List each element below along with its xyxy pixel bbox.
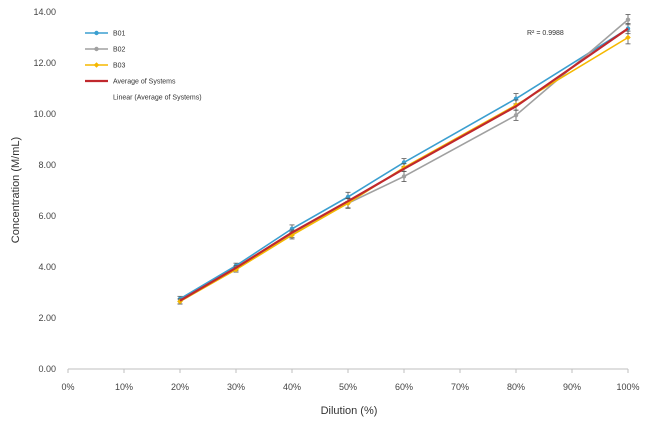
legend-label: B02 <box>113 47 126 54</box>
x-tick-label: 0% <box>61 382 74 392</box>
data-point <box>513 113 519 118</box>
x-tick-label: 70% <box>451 382 469 392</box>
legend-marker <box>94 30 99 36</box>
y-tick-label: 2.00 <box>38 313 56 323</box>
legend-label: Linear (Average of Systems) <box>113 95 202 102</box>
y-tick-label: 14.00 <box>33 7 56 17</box>
y-tick-label: 4.00 <box>38 262 56 272</box>
x-axis-title: Dilution (%) <box>321 405 378 417</box>
series-b01 <box>177 23 631 302</box>
y-tick-label: 10.00 <box>33 109 56 119</box>
legend-item: B02 <box>85 47 126 54</box>
series-line <box>179 27 629 302</box>
legend-label: B03 <box>113 63 126 70</box>
r-squared-annotation: R² = 0.9988 <box>527 30 564 37</box>
y-tick-label: 0.00 <box>38 364 56 374</box>
x-tick-label: 10% <box>115 382 133 392</box>
legend-label: Average of Systems <box>113 79 176 86</box>
x-tick-label: 40% <box>283 382 301 392</box>
legend: B01 B02 B03 Average of Systems Linear (Avera… <box>85 31 202 102</box>
x-tick-label: 90% <box>563 382 581 392</box>
series-average-of-systems <box>179 27 629 302</box>
x-tick-label: 100% <box>616 382 639 392</box>
legend-item: B01 <box>85 31 126 38</box>
data-point <box>401 174 407 179</box>
legend-marker <box>93 62 100 68</box>
axes: 0% 10% 20% 30% 40% 50% 60% 70% 80% 90% 100% 0.00 2.0… <box>33 7 639 392</box>
data-point <box>625 34 631 41</box>
y-tick-label: 12.00 <box>33 58 56 68</box>
x-tick-label: 50% <box>339 382 357 392</box>
legend-item: B03 <box>85 62 126 70</box>
legend-item: Average of Systems <box>85 79 176 86</box>
legend-label: B01 <box>113 31 126 38</box>
y-axis-title: Concentration (M/mL) <box>10 137 22 243</box>
data-point <box>401 164 407 171</box>
data-point <box>625 17 631 22</box>
legend-marker <box>94 46 99 52</box>
x-tick-label: 80% <box>507 382 525 392</box>
x-tick-label: 30% <box>227 382 245 392</box>
y-tick-label: 6.00 <box>38 211 56 221</box>
y-tick-label: 8.00 <box>38 160 56 170</box>
legend-item: Linear (Average of Systems) <box>113 95 202 102</box>
x-tick-label: 60% <box>395 382 413 392</box>
x-tick-label: 20% <box>171 382 189 392</box>
series-layer <box>177 14 631 305</box>
